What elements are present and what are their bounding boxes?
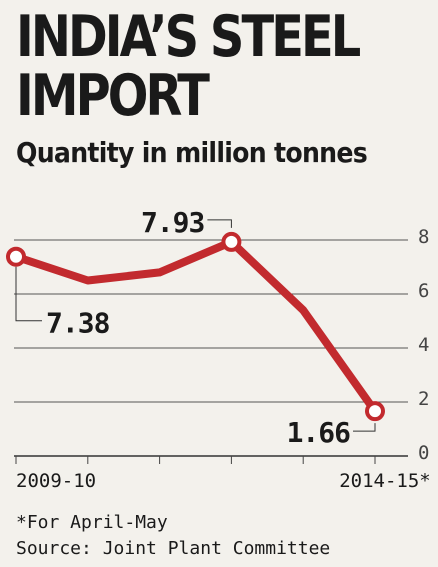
- y-tick-label-8: 8: [418, 226, 429, 248]
- x-tick-label-1: 2014-15*: [339, 470, 431, 492]
- y-tick-label-2: 2: [418, 388, 429, 410]
- data-label-leader-0: [15, 266, 42, 322]
- data-point-marker-0: [6, 246, 26, 267]
- series-line: [12, 237, 379, 416]
- line-chart: 0 2 4 6 8 2009-10 2014-15* 7.38 7.93 1.66: [6, 206, 431, 492]
- y-tick-label-0: 0: [418, 442, 429, 464]
- chart-title-line-2: IMPORT: [16, 63, 210, 129]
- data-label-leader-2: [353, 423, 376, 432]
- data-point-marker-3: [221, 231, 242, 252]
- data-point-marker-5: [365, 401, 385, 422]
- y-tick-label-6: 6: [418, 280, 429, 302]
- chart-title-line-1: INDIA’S STEEL: [16, 4, 361, 70]
- chart-title: INDIA’S STEEL IMPORT: [16, 4, 361, 129]
- data-label-1: 7.93: [141, 206, 205, 239]
- source-note: Source: Joint Plant Committee: [16, 538, 331, 559]
- y-tick-label-4: 4: [418, 334, 429, 356]
- footnote: *For April-May: [16, 512, 168, 533]
- chart-subtitle: Quantity in million tonnes: [16, 136, 368, 169]
- data-label-2: 1.66: [287, 416, 351, 449]
- data-label-0: 7.38: [46, 307, 110, 340]
- data-label-leader-1: [207, 219, 232, 228]
- x-tick-label-0: 2009-10: [16, 470, 96, 492]
